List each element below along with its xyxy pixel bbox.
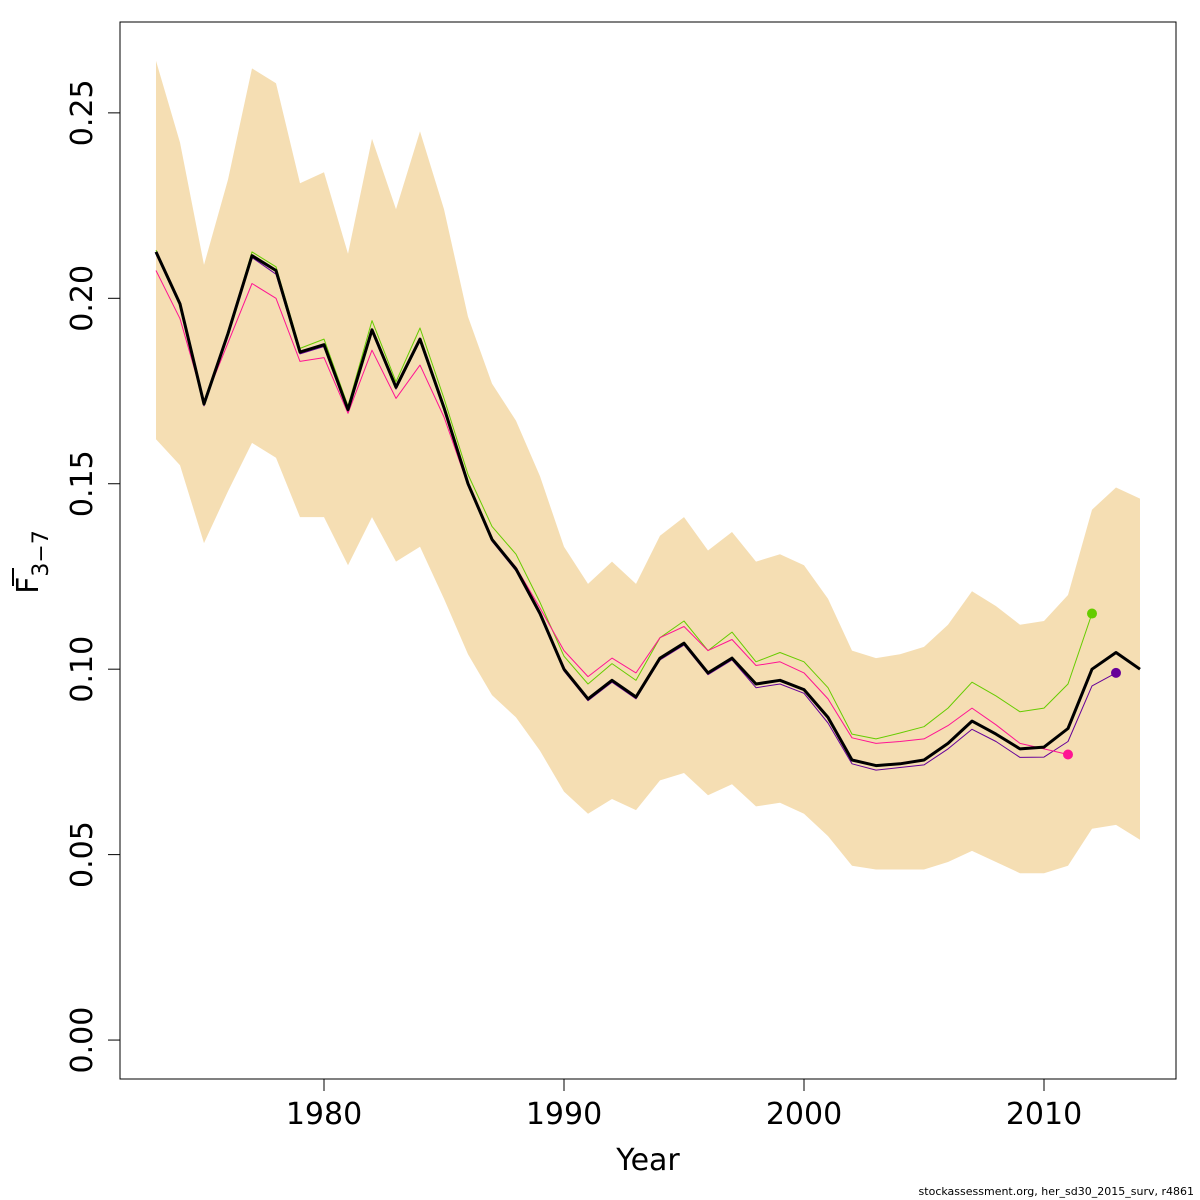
x-axis-label: Year (615, 1143, 680, 1178)
x-tick-label: 2010 (1006, 1097, 1082, 1132)
y-tick-label: 0.15 (65, 450, 100, 517)
series-line-retro-2 (155, 249, 1093, 740)
y-tick-label: 0.25 (65, 79, 100, 146)
y-axis-label-sub: 3−7 (29, 530, 54, 576)
footer-credit: stockassessment.org, her_sd30_2015_surv,… (918, 1185, 1194, 1198)
y-axis-label: F3−7 (11, 530, 54, 594)
series-endpoint-retro-1 (1111, 667, 1121, 678)
y-tick-label: 0.10 (65, 636, 100, 703)
series-endpoints (1063, 608, 1121, 760)
y-axis: 0.00 0.05 0.10 0.15 0.20 0.25 (65, 79, 120, 1073)
plot-frame (119, 21, 1177, 1080)
series-endpoint-retro-3 (1063, 749, 1073, 760)
y-tick-label: 0.05 (65, 821, 100, 888)
x-axis: 1980 1990 2000 2010 (286, 1079, 1082, 1132)
x-tick-label: 2000 (766, 1097, 842, 1132)
series-line-main (154, 251, 1141, 768)
y-tick-label: 0.20 (65, 265, 100, 332)
svg-text:F3−7: F3−7 (11, 530, 54, 594)
confidence-band (156, 60, 1140, 874)
x-tick-label: 1990 (526, 1097, 602, 1132)
y-tick-label: 0.00 (65, 1007, 100, 1074)
y-axis-label-main: F (11, 577, 46, 594)
x-tick-label: 1980 (286, 1097, 362, 1132)
series-endpoint-retro-2 (1087, 608, 1097, 619)
series-line-retro-3 (155, 270, 1069, 755)
series-lines (154, 249, 1141, 771)
series-line-retro-1 (155, 253, 1117, 771)
